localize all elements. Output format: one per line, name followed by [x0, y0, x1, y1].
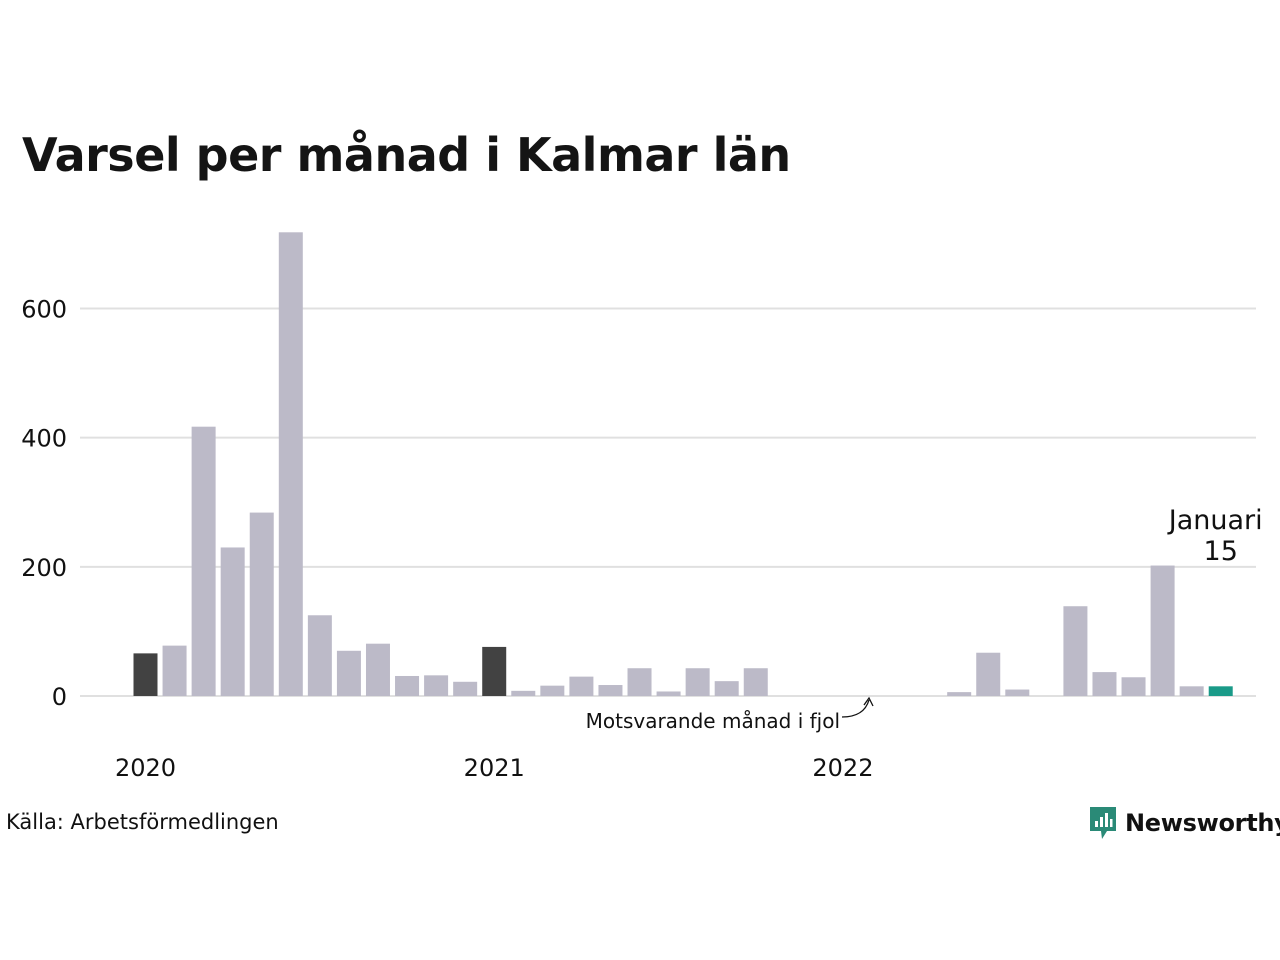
x-axis-labels: 2020 2021 2022: [115, 754, 874, 782]
bar: [133, 653, 158, 696]
annotations: Januari 15 Motsvarande månad i fjol: [586, 505, 1263, 733]
highlight-value-label: 15: [1204, 536, 1238, 567]
bar: [1208, 686, 1233, 696]
bar: [598, 685, 623, 696]
bar: [278, 232, 303, 696]
bar: [743, 668, 768, 696]
bar: [162, 645, 187, 696]
bar: [627, 668, 652, 696]
bars: [133, 232, 1233, 696]
bar: [540, 685, 565, 696]
gridlines: [80, 307, 1256, 697]
bar: [249, 512, 274, 696]
chart-title: Varsel per månad i Kalmar län: [22, 128, 791, 182]
bar: [714, 681, 739, 696]
highlight-month-label: Januari: [1167, 505, 1263, 536]
bar: [220, 547, 245, 696]
newsworthy-logo: Newsworthy: [1088, 803, 1280, 843]
bar: [1150, 565, 1175, 696]
bar: [365, 643, 390, 696]
bar: [511, 690, 536, 696]
annotation-arrowhead: [863, 696, 874, 707]
bar: [947, 692, 972, 696]
bar: [1005, 689, 1030, 696]
brand-name: Newsworthy: [1125, 809, 1280, 837]
bar: [685, 668, 710, 696]
bar: [424, 675, 449, 696]
bar: [1092, 672, 1117, 696]
bar: [1179, 686, 1204, 696]
bar: [569, 676, 594, 696]
newsworthy-logo-icon: [1090, 807, 1116, 839]
x-tick-label: 2022: [812, 754, 873, 782]
source-label: Källa: Arbetsförmedlingen: [6, 810, 279, 834]
bar: [191, 426, 216, 696]
y-tick-label: 200: [21, 554, 67, 582]
bar: [1063, 606, 1088, 696]
bar: [453, 681, 478, 696]
annotation-arrow: [841, 699, 870, 718]
x-tick-label: 2021: [464, 754, 525, 782]
bar: [1121, 677, 1146, 696]
bar: [336, 650, 361, 696]
previous-year-annotation: Motsvarande månad i fjol: [586, 709, 840, 733]
y-tick-label: 400: [21, 425, 67, 453]
bar: [976, 652, 1001, 696]
y-tick-label: 600: [21, 296, 67, 324]
bar: [656, 691, 681, 696]
y-tick-label: 0: [52, 683, 67, 711]
y-axis-ticks: 0 200 400 600: [21, 296, 67, 712]
bar: [395, 675, 420, 696]
bar: [482, 646, 507, 696]
bar-chart: 0 200 400 600 2020 2021 2022 Januari 15 Motsv…: [21, 232, 1263, 782]
bar: [307, 615, 332, 696]
x-tick-label: 2020: [115, 754, 176, 782]
